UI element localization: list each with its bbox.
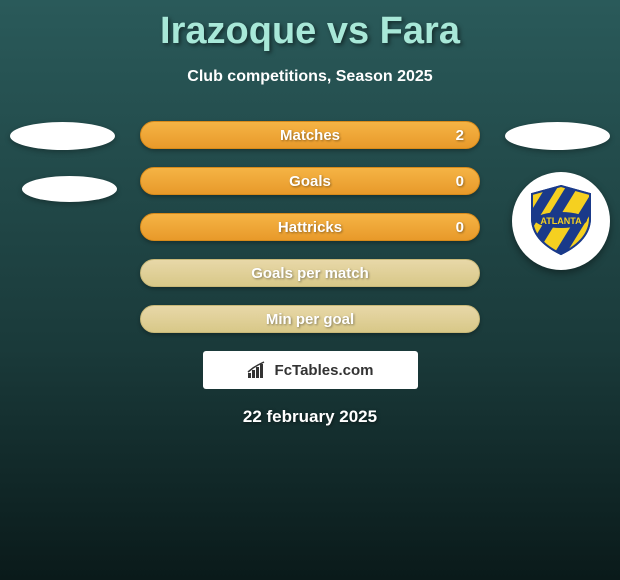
stat-row-matches: Matches 2 — [0, 121, 620, 149]
stat-value: 2 — [456, 127, 464, 144]
stat-label: Matches — [280, 127, 340, 144]
stat-bar: Min per goal — [140, 305, 480, 333]
page-title: Irazoque vs Fara — [0, 0, 620, 53]
fctables-attribution: FcTables.com — [203, 351, 418, 389]
subtitle: Club competitions, Season 2025 — [0, 68, 620, 86]
fctables-text: FcTables.com — [275, 362, 374, 379]
stat-row-min-per-goal: Min per goal — [0, 305, 620, 333]
stat-bar: Hattricks 0 — [140, 213, 480, 241]
stat-row-goals-per-match: Goals per match — [0, 259, 620, 287]
stat-label: Goals per match — [251, 265, 369, 282]
stat-value: 0 — [456, 173, 464, 190]
stats-container: Matches 2 Goals 0 Hattricks 0 Goals per … — [0, 121, 620, 333]
stat-value: 0 — [456, 219, 464, 236]
stat-row-goals: Goals 0 — [0, 167, 620, 195]
stat-row-hattricks: Hattricks 0 — [0, 213, 620, 241]
date-text: 22 february 2025 — [0, 407, 620, 427]
chart-icon — [247, 361, 269, 379]
stat-label: Goals — [289, 173, 331, 190]
stat-bar: Matches 2 — [140, 121, 480, 149]
stat-bar: Goals 0 — [140, 167, 480, 195]
stat-label: Min per goal — [266, 311, 354, 328]
stat-label: Hattricks — [278, 219, 342, 236]
stat-bar: Goals per match — [140, 259, 480, 287]
